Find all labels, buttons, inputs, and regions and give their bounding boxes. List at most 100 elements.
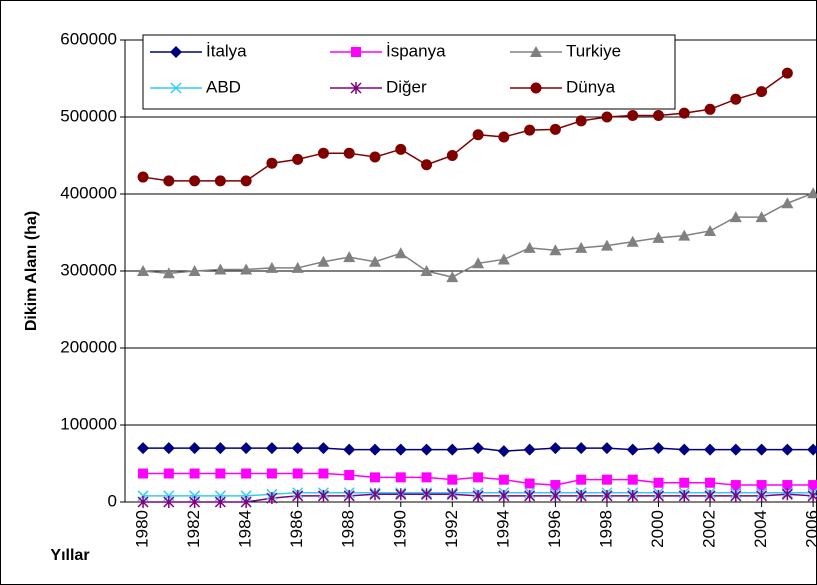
marker [627, 109, 639, 121]
marker [421, 472, 432, 483]
y-tick-label: 0 [108, 491, 117, 510]
marker [601, 111, 613, 123]
y-tick-label: 200000 [60, 337, 117, 356]
marker [421, 159, 433, 171]
marker [626, 443, 639, 456]
y-tick-label: 400000 [60, 183, 117, 202]
marker [498, 131, 510, 143]
marker [394, 247, 407, 259]
marker [730, 489, 742, 502]
marker [807, 187, 817, 199]
marker [138, 468, 149, 479]
marker [214, 496, 226, 508]
marker [421, 488, 433, 501]
marker [292, 153, 304, 165]
marker [265, 442, 278, 455]
marker [369, 472, 380, 483]
marker [600, 239, 613, 251]
marker [163, 175, 175, 187]
marker [781, 488, 793, 501]
marker [627, 474, 638, 485]
marker [575, 442, 588, 455]
marker [497, 253, 510, 265]
marker [350, 82, 362, 94]
x-tick-label: 1990 [390, 510, 409, 548]
legend-label: Turkiye [566, 41, 621, 60]
marker [394, 443, 407, 456]
marker [137, 265, 150, 276]
legend-box [142, 34, 676, 110]
marker [317, 255, 330, 267]
marker [472, 257, 485, 269]
marker [162, 267, 175, 279]
marker [163, 496, 175, 508]
y-tick-label: 600000 [60, 29, 117, 48]
marker [755, 211, 768, 223]
marker [188, 265, 201, 276]
marker [292, 489, 304, 502]
marker [291, 261, 304, 273]
marker [240, 496, 252, 508]
marker [549, 489, 561, 502]
marker [704, 103, 716, 115]
marker [215, 468, 226, 479]
marker [808, 480, 817, 491]
marker [549, 123, 561, 135]
x-tick-label: 1998 [596, 510, 615, 548]
marker [523, 241, 536, 253]
marker [343, 443, 356, 456]
marker [189, 496, 201, 508]
x-tick-label: 1980 [133, 510, 152, 548]
marker [472, 442, 485, 455]
marker [344, 470, 355, 481]
marker [601, 489, 613, 502]
legend-label: Diğer [386, 77, 427, 96]
marker [395, 488, 407, 501]
legend-label: Dünya [566, 77, 616, 96]
marker [241, 468, 252, 479]
marker [343, 489, 355, 502]
marker [446, 271, 459, 283]
marker [756, 489, 768, 502]
marker [214, 263, 227, 275]
marker [189, 175, 201, 187]
x-tick-label: 2002 [700, 510, 719, 548]
marker [137, 496, 149, 508]
marker [240, 175, 252, 187]
marker [351, 47, 361, 57]
y-tick-label: 500000 [60, 106, 117, 125]
marker [678, 107, 690, 119]
y-tick-label: 300000 [60, 260, 117, 279]
marker [530, 82, 542, 94]
marker [317, 489, 329, 502]
marker [652, 489, 665, 502]
marker [343, 147, 355, 159]
marker [678, 489, 690, 502]
marker [240, 263, 253, 275]
marker [420, 265, 433, 276]
marker [214, 175, 226, 187]
x-tick-label: 2004 [751, 510, 770, 548]
marker [162, 442, 175, 455]
legend-label: İtalya [206, 41, 247, 60]
marker [704, 224, 717, 236]
marker [755, 443, 768, 456]
y-tick-label: 100000 [60, 414, 117, 433]
marker [678, 229, 691, 241]
marker [446, 443, 459, 456]
marker [704, 489, 716, 502]
marker [368, 443, 381, 456]
marker [601, 474, 612, 485]
marker [343, 251, 356, 263]
marker [576, 474, 587, 485]
marker [807, 489, 817, 502]
x-tick-label: 1988 [339, 510, 358, 548]
marker [523, 443, 536, 456]
marker [395, 472, 406, 483]
marker [472, 489, 484, 502]
marker [524, 489, 536, 502]
marker [395, 143, 407, 155]
marker [292, 468, 303, 479]
marker [781, 67, 793, 79]
